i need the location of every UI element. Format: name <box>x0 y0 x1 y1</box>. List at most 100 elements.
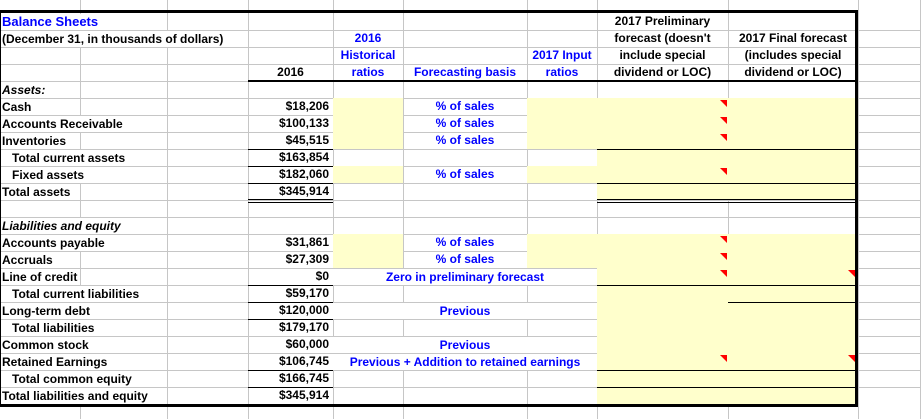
row-label-total-liabilities-and-equity[interactable]: Total liabilities and equity <box>2 388 150 404</box>
value-2016-total-current-assets[interactable]: $163,854 <box>278 150 329 164</box>
column-header-input-ratios[interactable]: 2017 Input ratios <box>532 48 592 79</box>
gridline <box>0 149 921 150</box>
row-label-cash[interactable]: Cash <box>2 99 34 115</box>
cell-border <box>248 319 333 320</box>
value-2016-total-liabilities-and-equity[interactable]: $345,914 <box>278 388 329 402</box>
gridline <box>0 319 921 320</box>
comment-marker-line-of-credit-preliminary[interactable] <box>720 270 727 277</box>
input-cell-cash-historical-ratio[interactable] <box>333 98 403 115</box>
row-label-accounts-receivable[interactable]: Accounts Receivable <box>2 116 125 132</box>
input-cell-cash-input-ratio[interactable] <box>527 98 597 115</box>
row-label-line-of-credit[interactable]: Line of credit <box>2 269 80 285</box>
basis-common-stock[interactable]: Previous <box>333 337 597 353</box>
comment-marker-line-of-credit-final[interactable] <box>848 270 855 277</box>
row-label-retained-earnings[interactable]: Retained Earnings <box>2 354 110 370</box>
input-cell-inventories-input-ratio[interactable] <box>527 132 597 149</box>
value-2016-cash[interactable]: $18,206 <box>285 99 329 113</box>
gridline <box>0 387 921 388</box>
value-2016-line-of-credit[interactable]: $0 <box>315 269 329 283</box>
basis-long-term-debt[interactable]: Previous <box>333 303 597 319</box>
gridline <box>248 0 249 419</box>
basis-accounts-payable[interactable]: % of sales <box>435 235 495 249</box>
comment-marker-accounts-payable-preliminary[interactable] <box>720 236 727 243</box>
cell-border <box>248 199 333 200</box>
forecast-cells-liabilities-equity[interactable] <box>597 234 858 404</box>
section-header-liabilities-equity[interactable]: Liabilities and equity <box>2 218 123 234</box>
value-2016-total-assets[interactable]: $345,914 <box>278 184 329 198</box>
gridline <box>0 183 921 184</box>
input-cell-accounts-payable-input-ratio[interactable] <box>527 234 597 251</box>
table-border-top <box>0 10 858 13</box>
input-cell-accounts-receivable-input-ratio[interactable] <box>527 115 597 132</box>
column-header-2016[interactable]: 2016 <box>277 65 304 79</box>
value-2016-total-current-liabilities[interactable]: $59,170 <box>285 286 329 300</box>
column-header-forecasting-basis[interactable]: Forecasting basis <box>413 65 517 79</box>
gridline <box>728 0 729 419</box>
row-label-fixed-assets[interactable]: Fixed assets <box>12 167 87 183</box>
gridline <box>597 0 598 419</box>
row-label-inventories[interactable]: Inventories <box>2 133 69 149</box>
basis-cash[interactable]: % of sales <box>435 99 495 113</box>
value-2016-total-common-equity[interactable]: $166,745 <box>278 371 329 385</box>
value-2016-accounts-payable[interactable]: $31,861 <box>285 235 329 249</box>
comment-marker-fixed-assets-preliminary[interactable] <box>720 168 727 175</box>
gridline <box>167 0 168 419</box>
gridline <box>0 353 921 354</box>
comment-marker-accounts-receivable-preliminary[interactable] <box>720 117 727 124</box>
basis-retained-earnings[interactable]: Previous + Addition to retained earnings <box>333 354 597 370</box>
value-2016-total-liabilities[interactable]: $179,170 <box>278 320 329 334</box>
value-2016-common-stock[interactable]: $60,000 <box>285 337 329 351</box>
input-cell-accounts-receivable-historical-ratio[interactable] <box>333 115 403 132</box>
comment-marker-cash-preliminary[interactable] <box>720 100 727 107</box>
gridline <box>527 0 528 419</box>
input-cell-accruals-historical-ratio[interactable] <box>333 251 403 268</box>
row-label-accounts-payable[interactable]: Accounts payable <box>2 235 107 251</box>
comment-marker-retained-earnings-final[interactable] <box>848 355 855 362</box>
page-title: Balance Sheets <box>2 14 101 30</box>
page-subtitle: (December 31, in thousands of dollars) <box>2 31 226 47</box>
value-2016-accounts-receivable[interactable]: $100,133 <box>278 116 329 130</box>
value-2016-accruals[interactable]: $27,309 <box>285 252 329 266</box>
row-label-common-stock[interactable]: Common stock <box>2 337 91 353</box>
basis-accruals[interactable]: % of sales <box>435 252 495 266</box>
row-label-total-common-equity[interactable]: Total common equity <box>12 371 134 387</box>
gridline <box>0 30 921 31</box>
input-cell-accounts-payable-historical-ratio[interactable] <box>333 234 403 251</box>
column-header-historical-ratios[interactable]: 2016 Historical ratios <box>340 31 396 79</box>
value-2016-retained-earnings[interactable]: $106,745 <box>278 354 329 368</box>
value-2016-long-term-debt[interactable]: $120,000 <box>278 303 329 317</box>
value-2016-fixed-assets[interactable]: $182,060 <box>278 167 329 181</box>
comment-marker-retained-earnings-preliminary[interactable] <box>720 355 727 362</box>
row-label-total-current-assets[interactable]: Total current assets <box>12 150 128 166</box>
row-label-long-term-debt[interactable]: Long-term debt <box>2 303 92 319</box>
comment-marker-accruals-preliminary[interactable] <box>720 253 727 260</box>
gridline <box>0 132 921 133</box>
value-2016-inventories[interactable]: $45,515 <box>285 133 329 147</box>
basis-inventories[interactable]: % of sales <box>435 133 495 147</box>
cell-border <box>597 285 858 286</box>
cell-border <box>248 202 333 203</box>
table-border-right <box>855 10 858 407</box>
input-cell-fixed-assets-input-ratio[interactable] <box>527 166 597 183</box>
input-cell-inventories-historical-ratio[interactable] <box>333 132 403 149</box>
gridline <box>80 0 81 419</box>
basis-line-of-credit[interactable]: Zero in preliminary forecast <box>333 269 597 285</box>
column-header-preliminary-forecast[interactable]: 2017 Preliminary forecast (doesn't inclu… <box>613 14 712 79</box>
column-header-final-forecast[interactable]: 2017 Final forecast (includes special di… <box>738 31 848 79</box>
cell-border <box>248 149 333 150</box>
input-cell-fixed-assets-historical-ratio[interactable] <box>333 166 403 183</box>
row-label-total-current-liabilities[interactable]: Total current liabilities <box>12 286 142 302</box>
row-label-total-liabilities[interactable]: Total liabilities <box>12 320 97 336</box>
gridline <box>0 234 921 235</box>
cell-border <box>248 166 333 167</box>
basis-fixed-assets[interactable]: % of sales <box>435 167 495 181</box>
input-cell-accruals-input-ratio[interactable] <box>527 251 597 268</box>
basis-accounts-receivable[interactable]: % of sales <box>435 116 495 130</box>
section-header-assets[interactable]: Assets: <box>2 82 48 98</box>
row-label-accruals[interactable]: Accruals <box>2 252 55 268</box>
gridline <box>0 268 921 269</box>
comment-marker-inventories-preliminary[interactable] <box>720 134 727 141</box>
gridline <box>0 336 921 337</box>
row-label-total-assets[interactable]: Total assets <box>2 184 73 200</box>
cell-border <box>597 183 858 184</box>
